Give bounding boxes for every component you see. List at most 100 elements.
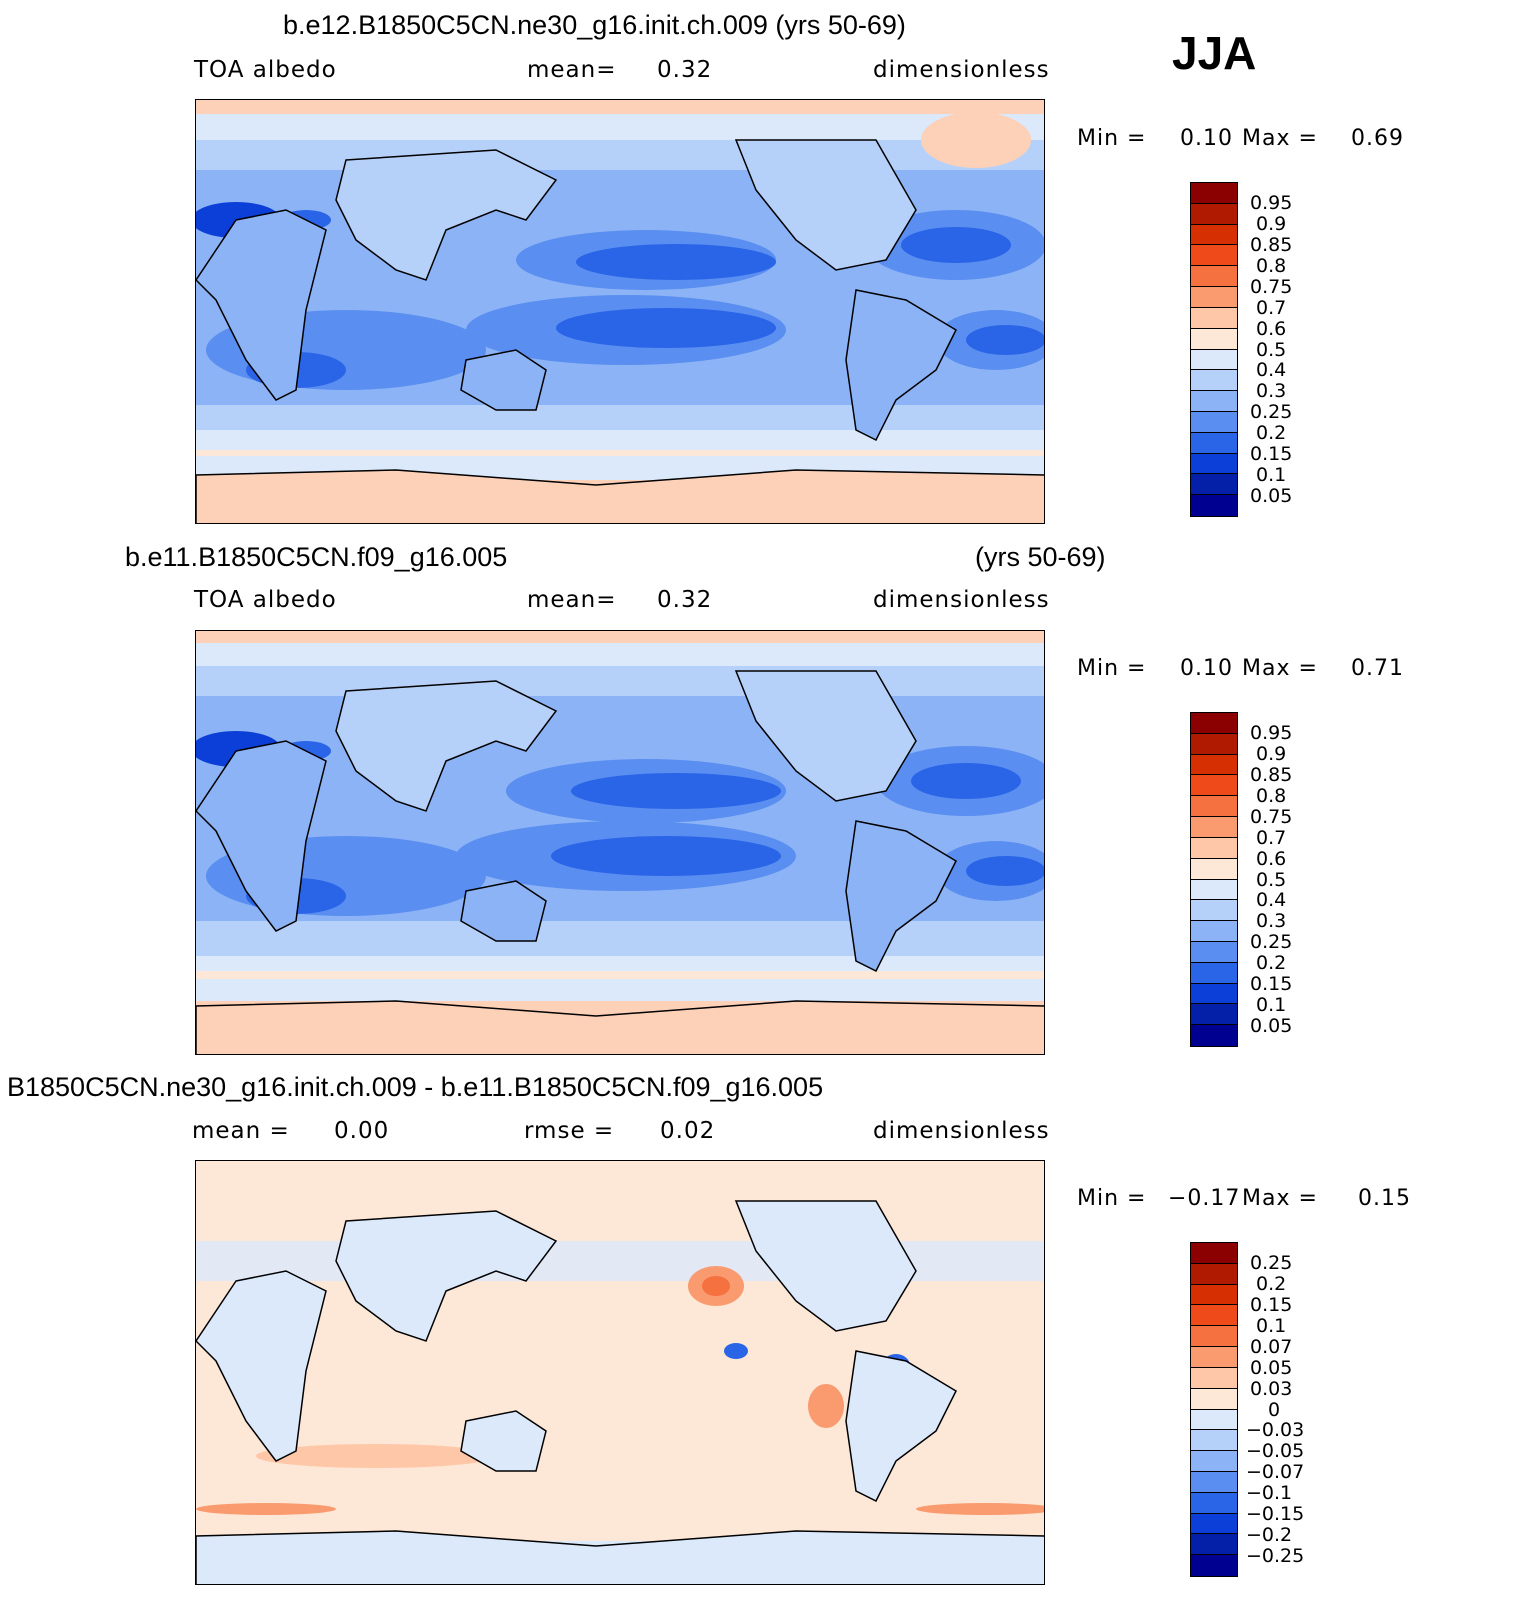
colorbar-swatch — [1191, 183, 1237, 204]
colorbar-swatch — [1191, 837, 1237, 859]
panel-3-min-label: Min = — [1077, 1186, 1147, 1211]
colorbar-swatch — [1191, 474, 1237, 496]
colorbar-tick-label: 0.95 — [1250, 191, 1293, 214]
colorbar-tick-label: 0.15 — [1250, 1293, 1293, 1316]
panel-2-max-label: Max = — [1242, 656, 1318, 681]
colorbar-tick-label: −0.05 — [1246, 1440, 1305, 1463]
panel-2-colorbar — [1190, 712, 1238, 1047]
colorbar-tick-label: 0.9 — [1256, 212, 1287, 235]
panel-3-rmse-value: 0.02 — [660, 1118, 716, 1144]
colorbar-swatch — [1191, 432, 1237, 454]
colorbar-swatch — [1191, 1492, 1237, 1514]
colorbar-swatch — [1191, 879, 1237, 901]
panel-2-title-right: (yrs 50-69) — [975, 542, 1106, 572]
colorbar-swatch — [1191, 983, 1237, 1005]
colorbar-swatch — [1191, 775, 1237, 797]
colorbar-tick-label: 0.05 — [1250, 1015, 1293, 1038]
colorbar-swatch — [1191, 1025, 1237, 1046]
panel-2-mean-value: 0.32 — [657, 587, 713, 613]
colorbar-swatch — [1191, 203, 1237, 225]
panel-1-variable: TOA albedo — [194, 57, 337, 83]
colorbar-swatch — [1191, 1367, 1237, 1389]
colorbar-tick-label: 0.2 — [1256, 1272, 1287, 1295]
panel-3-mean-value: 0.00 — [334, 1118, 390, 1144]
colorbar-swatch — [1191, 1004, 1237, 1026]
colorbar-tick-label: 0.1 — [1256, 1314, 1287, 1337]
colorbar-tick-label: 0.2 — [1256, 422, 1287, 445]
colorbar-swatch — [1191, 1555, 1237, 1576]
colorbar-tick-label: 0.5 — [1256, 868, 1287, 891]
colorbar-swatch — [1191, 1388, 1237, 1410]
season-label: JJA — [1172, 27, 1257, 79]
panel-1-mean-value: 0.32 — [657, 57, 713, 83]
panel-3-units: dimensionless — [873, 1118, 1050, 1144]
panel-1-title: b.e12.B1850C5CN.ne30_g16.init.ch.009 (yr… — [283, 10, 906, 40]
colorbar-swatch — [1191, 796, 1237, 818]
colorbar-swatch — [1191, 900, 1237, 922]
panel-2-min-label: Min = — [1077, 656, 1147, 681]
colorbar-swatch — [1191, 1263, 1237, 1285]
panel-2-variable: TOA albedo — [194, 587, 337, 613]
colorbar-tick-label: 0.7 — [1256, 826, 1287, 849]
colorbar-swatch — [1191, 962, 1237, 984]
colorbar-swatch — [1191, 245, 1237, 267]
panel-1-max-value: 0.69 — [1351, 126, 1404, 151]
panel-2-map — [195, 630, 1045, 1055]
colorbar-tick-label: −0.03 — [1246, 1419, 1305, 1442]
colorbar-tick-label: 0.25 — [1250, 401, 1293, 424]
panel-1-max-label: Max = — [1242, 126, 1318, 151]
colorbar-swatch — [1191, 391, 1237, 412]
colorbar-tick-label: 0.4 — [1256, 889, 1287, 912]
colorbar-swatch — [1191, 1513, 1237, 1535]
panel-1-mean-label: mean= — [527, 57, 617, 83]
colorbar-swatch — [1191, 411, 1237, 433]
panel-1-min-label: Min = — [1077, 126, 1147, 151]
colorbar-tick-label: 0.1 — [1256, 994, 1287, 1017]
colorbar-tick-label: 0 — [1268, 1398, 1281, 1421]
colorbar-tick-label: 0.95 — [1250, 721, 1293, 744]
panel-1-colorbar-labels: 0.95 0.9 0.85 0.8 0.75 0.7 0.6 0.5 0.4 0.3 0.25 0.2… — [1246, 182, 1326, 517]
colorbar-swatch — [1191, 713, 1237, 734]
panel-2-map-graphic — [196, 631, 1044, 1054]
colorbar-tick-label: 0.15 — [1250, 973, 1293, 996]
colorbar-swatch — [1191, 1347, 1237, 1368]
colorbar-tick-label: 0.07 — [1250, 1335, 1293, 1358]
colorbar-tick-label: −0.2 — [1246, 1524, 1293, 1547]
colorbar-tick-label: 0.85 — [1250, 763, 1293, 786]
colorbar-tick-label: 0.75 — [1250, 275, 1293, 298]
panel-2-mean-label: mean= — [527, 587, 617, 613]
colorbar-tick-label: −0.15 — [1246, 1503, 1305, 1526]
panel-3-rmse-label: rmse = — [524, 1118, 615, 1144]
panel-2-max-value: 0.71 — [1351, 656, 1404, 681]
panel-3-title: B1850C5CN.ne30_g16.init.ch.009 - b.e11.B… — [7, 1072, 824, 1102]
colorbar-tick-label: 0.25 — [1250, 931, 1293, 954]
colorbar-tick-label: 0.25 — [1250, 1251, 1293, 1274]
colorbar-tick-label: −0.1 — [1246, 1482, 1293, 1505]
colorbar-swatch — [1191, 1471, 1237, 1493]
panel-3-min-value: −0.17 — [1168, 1186, 1241, 1211]
panel-2-colorbar-labels: 0.95 0.9 0.85 0.8 0.75 0.7 0.6 0.5 0.4 0.3 0.25 0.2… — [1246, 712, 1326, 1047]
colorbar-swatch — [1191, 1409, 1237, 1431]
panel-2-units: dimensionless — [873, 587, 1050, 613]
colorbar-tick-label: 0.6 — [1256, 847, 1287, 870]
panel-1-min-value: 0.10 — [1180, 126, 1233, 151]
colorbar-tick-label: −0.07 — [1246, 1461, 1305, 1484]
panel-1-colorbar — [1190, 182, 1238, 517]
colorbar-swatch — [1191, 370, 1237, 392]
colorbar-swatch — [1191, 1534, 1237, 1556]
colorbar-tick-label: −0.25 — [1246, 1545, 1305, 1568]
colorbar-tick-label: 0.9 — [1256, 742, 1287, 765]
colorbar-swatch — [1191, 1284, 1237, 1306]
panel-1-units: dimensionless — [873, 57, 1050, 83]
colorbar-tick-label: 0.4 — [1256, 359, 1287, 382]
colorbar-swatch — [1191, 941, 1237, 963]
colorbar-swatch — [1191, 817, 1237, 838]
colorbar-tick-label: 0.2 — [1256, 952, 1287, 975]
colorbar-tick-label: 0.7 — [1256, 296, 1287, 319]
panel-3-mean-label: mean = — [192, 1118, 290, 1144]
colorbar-tick-label: 0.8 — [1256, 784, 1287, 807]
colorbar-swatch — [1191, 224, 1237, 246]
colorbar-tick-label: 0.1 — [1256, 464, 1287, 487]
colorbar-swatch — [1191, 307, 1237, 329]
panel-3-max-value: 0.15 — [1358, 1186, 1411, 1211]
